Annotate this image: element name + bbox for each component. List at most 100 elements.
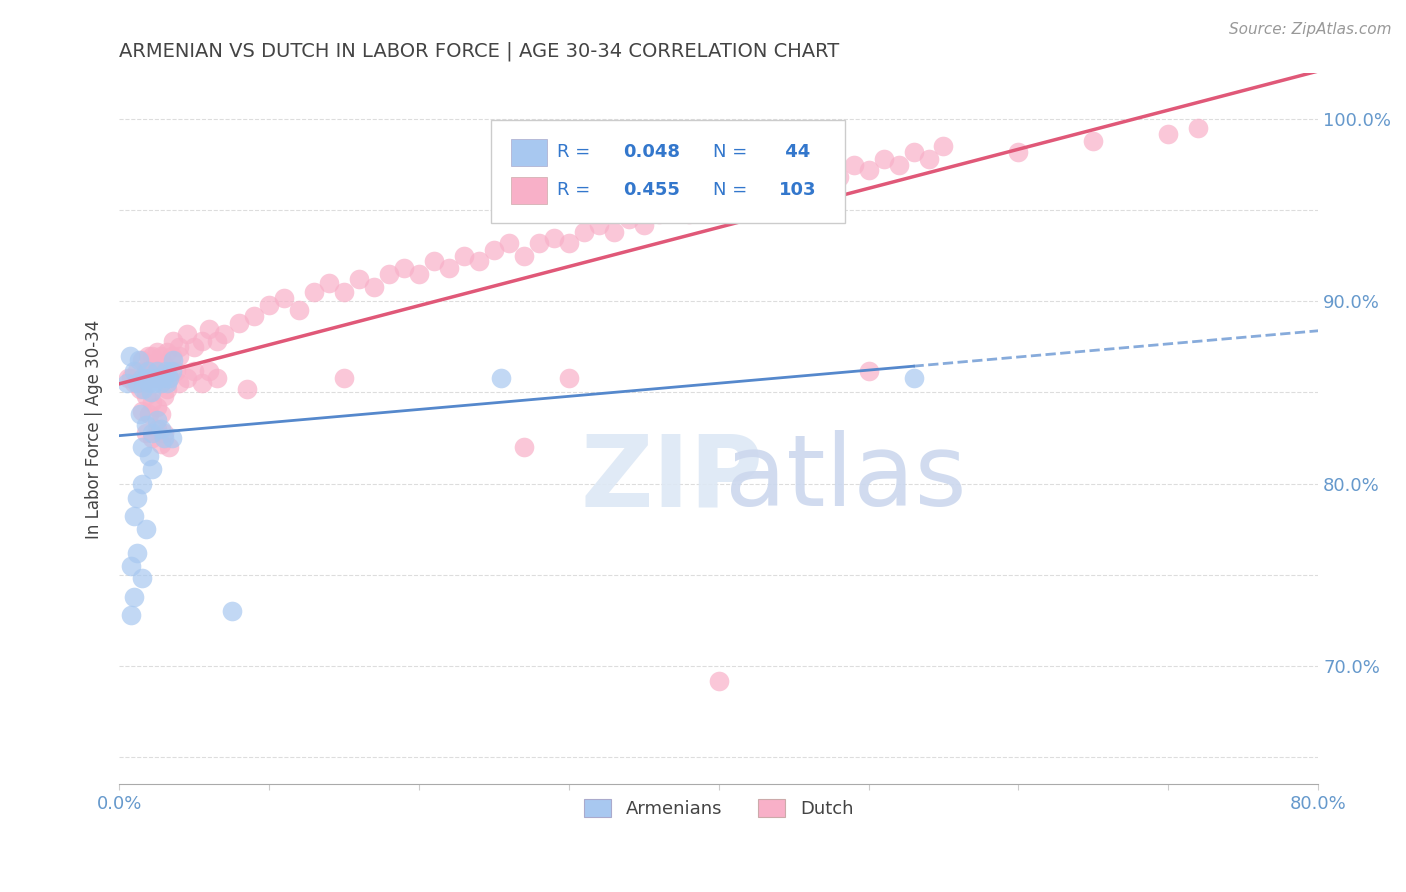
Point: [138, 408, 160, 422]
Y-axis label: In Labor Force | Age 30-34: In Labor Force | Age 30-34: [86, 319, 103, 539]
Point: [131, 476, 153, 491]
Point: [678, 207, 700, 221]
Point: [768, 176, 790, 190]
Point: [165, 363, 187, 377]
Point: [1007, 145, 1029, 159]
Point: [453, 249, 475, 263]
Text: 103: 103: [779, 181, 815, 199]
Point: [156, 345, 179, 359]
Point: [135, 522, 157, 536]
Text: 0.048: 0.048: [623, 144, 679, 161]
Point: [157, 440, 180, 454]
Point: [157, 371, 180, 385]
Point: [617, 212, 640, 227]
Point: [176, 371, 198, 385]
Bar: [512, 177, 547, 203]
Point: [917, 152, 939, 166]
Point: [162, 334, 184, 349]
Point: [153, 358, 176, 372]
Point: [135, 371, 157, 385]
Point: [648, 207, 671, 221]
Point: [150, 422, 173, 436]
Point: [491, 371, 513, 385]
Point: [797, 170, 820, 185]
Point: [162, 352, 184, 367]
Point: [782, 181, 804, 195]
Point: [903, 145, 925, 159]
Point: [198, 321, 221, 335]
Point: [135, 425, 157, 440]
Point: [145, 413, 167, 427]
Point: [145, 345, 167, 359]
Point: [150, 376, 173, 391]
Point: [141, 431, 163, 445]
Point: [127, 546, 149, 560]
Point: [707, 200, 730, 214]
Point: [117, 371, 139, 385]
Point: [333, 371, 356, 385]
Point: [139, 385, 162, 400]
Point: [1083, 134, 1105, 148]
Point: [302, 285, 325, 300]
Point: [408, 267, 430, 281]
Point: [633, 218, 655, 232]
Point: [872, 152, 894, 166]
Point: [167, 340, 190, 354]
Text: atlas: atlas: [724, 430, 966, 527]
Point: [198, 363, 221, 377]
Point: [190, 334, 212, 349]
Point: [120, 558, 142, 573]
Point: [122, 376, 145, 391]
Point: [363, 279, 385, 293]
Point: [145, 422, 167, 436]
Point: [135, 363, 157, 377]
Legend: Armenians, Dutch: Armenians, Dutch: [576, 791, 860, 825]
Point: [858, 363, 880, 377]
Point: [288, 303, 311, 318]
Point: [129, 408, 152, 422]
Point: [141, 349, 163, 363]
Point: [141, 394, 163, 409]
Point: [558, 235, 581, 250]
Point: [160, 363, 183, 377]
Point: [160, 431, 183, 445]
Point: [183, 363, 205, 377]
Point: [273, 291, 295, 305]
Point: [153, 431, 176, 445]
Point: [1187, 121, 1209, 136]
Point: [468, 254, 491, 268]
Point: [150, 349, 173, 363]
Point: [153, 371, 176, 385]
Point: [243, 309, 266, 323]
Point: [155, 363, 177, 377]
Point: [115, 376, 138, 391]
Point: [378, 267, 401, 281]
Point: [903, 371, 925, 385]
Point: [887, 158, 910, 172]
Point: [228, 316, 250, 330]
Text: R =: R =: [557, 181, 596, 199]
Text: 0.455: 0.455: [623, 181, 679, 199]
Point: [129, 382, 152, 396]
Text: Source: ZipAtlas.com: Source: ZipAtlas.com: [1229, 22, 1392, 37]
Point: [707, 673, 730, 688]
Bar: [512, 139, 547, 166]
Point: [527, 235, 550, 250]
Point: [132, 376, 155, 391]
Point: [205, 334, 228, 349]
Point: [145, 363, 167, 377]
Point: [128, 352, 150, 367]
Point: [205, 371, 228, 385]
Point: [127, 376, 149, 391]
Point: [513, 440, 536, 454]
Text: ZIP: ZIP: [581, 430, 763, 527]
Point: [136, 363, 159, 377]
Point: [662, 200, 685, 214]
Point: [543, 230, 565, 244]
Text: ARMENIAN VS DUTCH IN LABOR FORCE | AGE 30-34 CORRELATION CHART: ARMENIAN VS DUTCH IN LABOR FORCE | AGE 3…: [120, 42, 839, 62]
Point: [150, 408, 173, 422]
Point: [153, 425, 176, 440]
Point: [858, 163, 880, 178]
Point: [122, 509, 145, 524]
Point: [143, 358, 166, 372]
